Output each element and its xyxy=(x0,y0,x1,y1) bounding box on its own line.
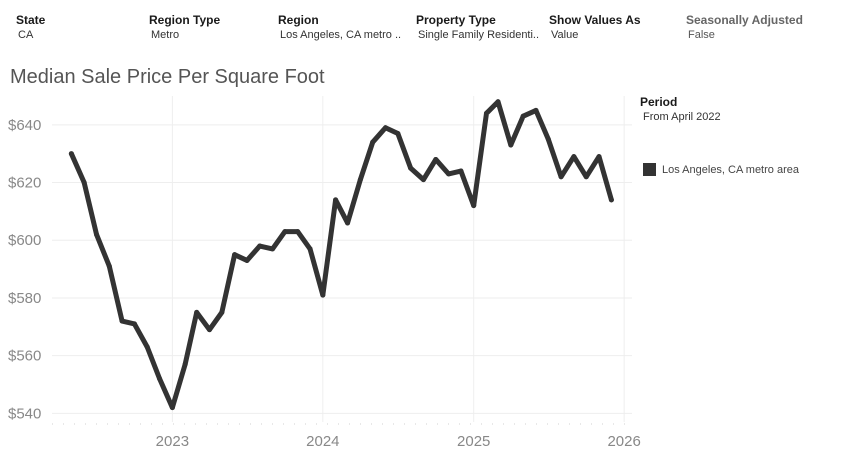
filter-value[interactable]: CA xyxy=(18,29,34,41)
period-label: Period xyxy=(640,95,678,109)
filter-state[interactable]: State CA xyxy=(16,13,45,41)
data-point xyxy=(483,110,489,116)
data-point xyxy=(608,197,614,203)
data-point xyxy=(270,246,276,252)
data-point xyxy=(307,246,313,252)
x-tick-label: 2023 xyxy=(156,433,189,450)
data-point xyxy=(157,376,163,382)
legend-label: Los Angeles, CA metro area xyxy=(662,163,799,176)
data-point xyxy=(583,174,589,180)
filter-value[interactable]: False xyxy=(688,29,715,41)
chart-title: Median Sale Price Per Square Foot xyxy=(10,66,325,88)
axis-layer: $540 $560 $580 $600 $620 $640 2023 2024 2025 2026 xyxy=(8,117,641,450)
data-point xyxy=(370,139,376,145)
data-point xyxy=(433,156,439,162)
filter-value[interactable]: Value xyxy=(551,29,579,41)
data-point xyxy=(94,231,100,237)
data-point xyxy=(295,229,301,235)
data-point xyxy=(119,318,125,324)
data-point xyxy=(571,154,577,160)
filter-show-values-as[interactable]: Show Values As Value xyxy=(549,13,641,41)
data-point xyxy=(232,252,238,258)
data-point xyxy=(219,309,225,315)
y-tick-label: $560 xyxy=(8,348,41,365)
legend-swatch xyxy=(643,163,656,176)
data-point xyxy=(106,263,112,269)
x-tick-label: 2024 xyxy=(306,433,339,450)
y-tick-label: $540 xyxy=(8,405,41,422)
data-point xyxy=(596,154,602,160)
data-point xyxy=(282,229,288,235)
data-point xyxy=(382,125,388,131)
filter-label: State xyxy=(16,13,46,27)
data-point xyxy=(244,257,250,263)
data-point xyxy=(320,292,326,298)
filter-label: Region Type xyxy=(149,13,221,27)
data-point xyxy=(194,309,200,315)
filter-label: Region xyxy=(278,13,319,27)
filter-value[interactable]: Single Family Residenti.. xyxy=(418,29,540,41)
y-tick-label: $600 xyxy=(8,232,41,249)
legend-item[interactable]: Los Angeles, CA metro area xyxy=(643,163,799,176)
data-point xyxy=(420,177,426,183)
data-point xyxy=(558,174,564,180)
data-point xyxy=(446,171,452,177)
data-point xyxy=(333,197,339,203)
data-point xyxy=(182,361,188,367)
data-point xyxy=(395,131,401,137)
data-point xyxy=(131,321,137,327)
filter-value[interactable]: Metro xyxy=(151,29,180,41)
data-point xyxy=(533,107,539,113)
data-point xyxy=(495,99,501,105)
data-point xyxy=(520,113,526,119)
data-point xyxy=(545,136,551,142)
filter-property-type[interactable]: Property Type Single Family Residenti.. xyxy=(416,13,539,41)
filter-seasonally-adjusted[interactable]: Seasonally Adjusted False xyxy=(686,13,803,41)
period-value[interactable]: From April 2022 xyxy=(643,111,721,123)
y-tick-label: $640 xyxy=(8,117,41,134)
filter-value[interactable]: Los Angeles, CA metro .. xyxy=(280,29,402,41)
data-point xyxy=(357,177,363,183)
grid-layer xyxy=(52,96,632,422)
data-point xyxy=(68,151,74,157)
y-tick-label: $620 xyxy=(8,175,41,192)
filter-region-type[interactable]: Region Type Metro xyxy=(149,13,220,41)
data-point xyxy=(345,220,351,226)
data-point xyxy=(81,180,87,186)
y-tick-label: $580 xyxy=(8,290,41,307)
series-layer xyxy=(68,99,614,411)
x-tick-label: 2026 xyxy=(607,433,640,450)
filter-label: Show Values As xyxy=(549,13,641,27)
filter-label: Property Type xyxy=(416,13,496,27)
period-filter[interactable]: Period From April 2022 xyxy=(640,95,721,123)
x-tick-label: 2025 xyxy=(457,433,490,450)
data-point xyxy=(144,344,150,350)
data-point xyxy=(458,168,464,174)
data-point xyxy=(257,243,263,249)
series-line xyxy=(68,99,614,411)
data-point xyxy=(206,327,212,333)
data-point xyxy=(508,142,514,148)
data-point xyxy=(408,165,414,171)
data-point xyxy=(169,405,175,411)
data-point xyxy=(471,203,477,209)
filter-region[interactable]: Region Los Angeles, CA metro .. xyxy=(278,13,401,41)
filter-label: Seasonally Adjusted xyxy=(686,13,803,27)
